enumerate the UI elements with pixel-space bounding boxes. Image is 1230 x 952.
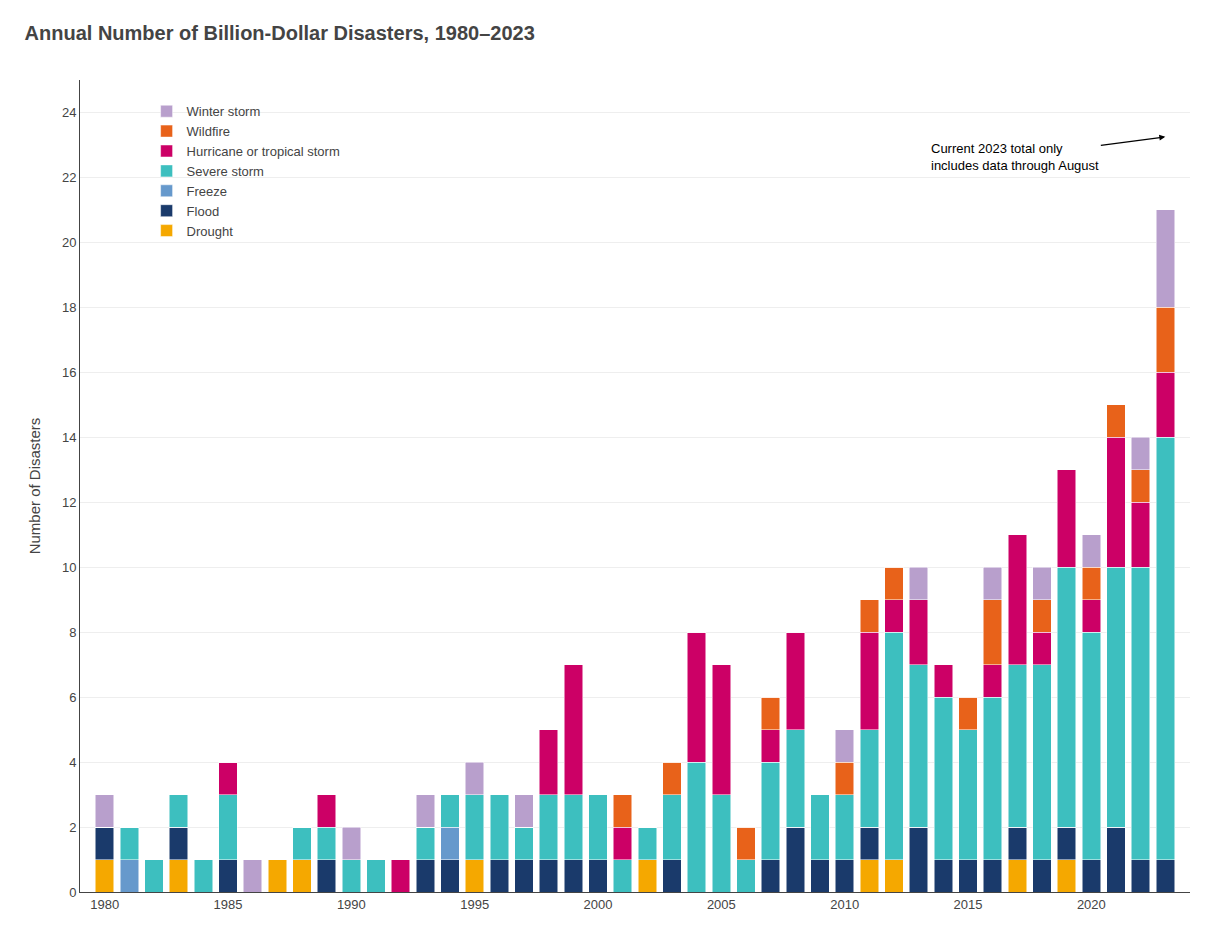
svg-text:Current 2023 total onlyinclude: Current 2023 total onlyincludes data thr… [931,141,1099,173]
svg-text:2000: 2000 [584,897,613,912]
svg-text:1990: 1990 [337,897,366,912]
svg-text:Annual Number of Billion-Dolla: Annual Number of Billion-Dollar Disaster… [25,22,535,44]
svg-text:2010: 2010 [830,897,859,912]
svg-text:Hurricane or tropical storm: Hurricane or tropical storm [187,144,340,159]
svg-text:Number of Disasters: Number of Disasters [26,418,43,555]
svg-text:Wildfire: Wildfire [187,124,230,139]
svg-text:2: 2 [69,820,76,835]
svg-text:10: 10 [62,560,76,575]
svg-text:Flood: Flood [187,204,220,219]
svg-text:2015: 2015 [954,897,983,912]
svg-text:16: 16 [62,365,76,380]
svg-text:12: 12 [62,495,76,510]
svg-text:Drought: Drought [187,224,234,239]
svg-text:Winter storm: Winter storm [187,104,261,119]
svg-text:14: 14 [62,430,76,445]
svg-text:1985: 1985 [214,897,243,912]
svg-text:6: 6 [69,690,76,705]
svg-text:Freeze: Freeze [187,184,227,199]
svg-text:20: 20 [62,235,76,250]
svg-text:2005: 2005 [707,897,736,912]
svg-text:1980: 1980 [90,897,119,912]
svg-text:22: 22 [62,170,76,185]
svg-text:24: 24 [62,105,76,120]
svg-text:1995: 1995 [460,897,489,912]
svg-text:2020: 2020 [1077,897,1106,912]
svg-text:Severe storm: Severe storm [187,164,264,179]
svg-text:8: 8 [69,625,76,640]
svg-text:18: 18 [62,300,76,315]
svg-text:0: 0 [69,885,76,900]
svg-text:4: 4 [69,755,76,770]
